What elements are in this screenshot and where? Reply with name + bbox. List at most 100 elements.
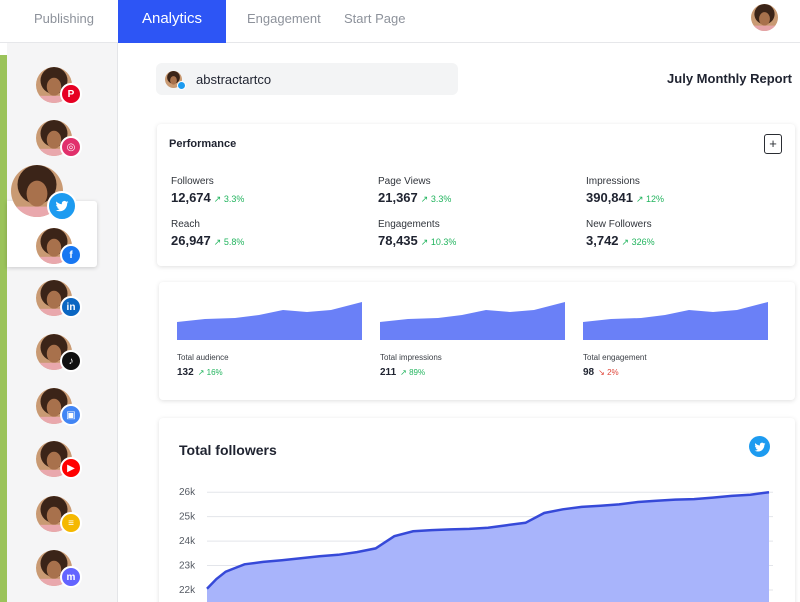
arrow-up-icon: ↗ — [400, 368, 410, 377]
metric-change: ↗ 326% — [622, 237, 655, 247]
mini-area-chart — [177, 302, 362, 340]
linkedin-icon: in — [60, 296, 82, 318]
tiktok-icon: ♪ — [60, 350, 82, 372]
tab-engagement[interactable]: Engagement — [247, 11, 321, 26]
user-avatar[interactable] — [751, 4, 778, 31]
mini-area — [177, 302, 362, 340]
metric-change: ↗ 3.3% — [421, 194, 452, 204]
y-tick-label: 26k — [179, 487, 196, 498]
metric-change: ↗ 12% — [636, 194, 664, 204]
metric-value-row: 390,841 ↗ 12% — [586, 190, 664, 205]
mastodon-icon: m — [60, 566, 82, 588]
performance-title: Performance — [169, 138, 237, 150]
mini-chart-total-engagement: Total engagement 98 ↘ 2% — [583, 282, 773, 400]
arrow-up-icon: ↗ — [420, 194, 431, 204]
metric-value-row: 12,674 ↗ 3.3% — [171, 190, 244, 205]
metric-reach: Reach 26,947 ↗ 5.8% — [171, 219, 244, 248]
metric-change-value: 12% — [646, 194, 665, 204]
pinterest-icon: P — [60, 83, 82, 105]
account-avatar — [11, 165, 63, 217]
metric-page-views: Page Views 21,367 ↗ 3.3% — [378, 176, 451, 205]
mini-area-chart — [583, 302, 768, 340]
top-nav: Publishing Analytics Engagement Start Pa… — [0, 0, 800, 43]
arrow-up-icon: ↗ — [636, 194, 647, 204]
metric-change-value: 5.8% — [223, 237, 245, 247]
arrow-up-icon: ↗ — [213, 237, 224, 247]
metric-value: 390,841 — [586, 190, 633, 205]
metric-label: Page Views — [378, 176, 431, 187]
tab-start-page[interactable]: Start Page — [344, 11, 406, 26]
mini-chart-value-row: 211 ↗ 89% — [380, 367, 425, 378]
total-followers-card: Total followers 26k 25k 24k 23k 22k — [159, 418, 795, 602]
instagram-icon: ◎ — [60, 136, 82, 158]
account-avatar — [36, 120, 72, 156]
total-followers-chart: 26k 25k 24k 23k 22k — [179, 487, 773, 602]
green-strip — [0, 55, 7, 602]
mini-chart-change: ↘ 2% — [598, 368, 619, 377]
tab-analytics[interactable]: Analytics — [118, 0, 226, 43]
y-tick-label: 24k — [179, 536, 196, 547]
metric-change: ↗ 3.3% — [214, 194, 245, 204]
summary-charts-card: Total audience 132 ↗ 16% Total impressions 2… — [159, 282, 795, 400]
y-tick-label: 23k — [179, 561, 196, 572]
arrow-down-icon: ↘ — [598, 368, 608, 377]
followers-area — [207, 492, 769, 602]
metric-value: 3,742 — [586, 233, 619, 248]
mini-chart-label: Total impressions — [380, 353, 442, 362]
twitter-icon — [177, 81, 186, 90]
metric-value: 12,674 — [171, 190, 211, 205]
facebook-icon: f — [60, 244, 82, 266]
tab-publishing[interactable]: Publishing — [34, 11, 94, 26]
account-name: abstractartco — [196, 72, 272, 87]
metric-label: Followers — [171, 176, 214, 187]
metric-impressions: Impressions 390,841 ↗ 12% — [586, 176, 664, 205]
mini-area — [583, 302, 768, 340]
google-business-icon: ▣ — [60, 404, 82, 426]
metric-value: 21,367 — [378, 190, 418, 205]
metric-value: 78,435 — [378, 233, 418, 248]
mini-chart-change-value: 89% — [409, 368, 426, 377]
y-tick-label: 22k — [179, 585, 196, 596]
metric-value-row: 3,742 ↗ 326% — [586, 233, 655, 248]
youtube-icon: ▶ — [60, 457, 82, 479]
mini-chart-change: ↗ 16% — [198, 368, 223, 377]
mini-chart-change-value: 2% — [607, 368, 619, 377]
mini-chart-label: Total engagement — [583, 353, 647, 362]
metric-value-row: 78,435 ↗ 10.3% — [378, 233, 456, 248]
metric-value: 26,947 — [171, 233, 211, 248]
metric-engagements: Engagements 78,435 ↗ 10.3% — [378, 219, 456, 248]
metric-followers: Followers 12,674 ↗ 3.3% — [171, 176, 244, 205]
mini-chart-total-audience: Total audience 132 ↗ 16% — [177, 282, 367, 400]
arrow-up-icon: ↗ — [621, 237, 632, 247]
metric-change: ↗ 10.3% — [421, 237, 457, 247]
mini-chart-change: ↗ 89% — [400, 368, 425, 377]
mini-chart-value: 211 — [380, 367, 397, 378]
performance-card: Performance + Followers 12,674 ↗ 3.3% Page … — [157, 124, 795, 266]
mini-chart-value: 98 — [583, 367, 595, 378]
metric-new-followers: New Followers 3,742 ↗ 326% — [586, 219, 655, 248]
twitter-icon — [749, 436, 770, 457]
y-tick-label: 25k — [179, 512, 196, 523]
mini-chart-change-value: 16% — [206, 368, 223, 377]
metric-change-value: 10.3% — [430, 237, 457, 247]
metric-label: Impressions — [586, 176, 640, 187]
mini-chart-value: 132 — [177, 367, 194, 378]
total-followers-title: Total followers — [179, 442, 277, 458]
arrow-up-icon: ↗ — [420, 237, 431, 247]
twitter-icon — [47, 191, 77, 221]
metric-value-row: 26,947 ↗ 5.8% — [171, 233, 244, 248]
start-page-icon: ≡ — [60, 512, 82, 534]
mini-chart-total-impressions: Total impressions 211 ↗ 89% — [380, 282, 570, 400]
report-title: July Monthly Report — [667, 71, 792, 86]
metric-change: ↗ 5.8% — [214, 237, 245, 247]
metric-change-value: 326% — [631, 237, 655, 247]
mini-area — [380, 302, 565, 340]
add-metric-button[interactable]: + — [764, 134, 782, 154]
arrow-up-icon: ↗ — [197, 368, 207, 377]
metric-value-row: 21,367 ↗ 3.3% — [378, 190, 451, 205]
metric-change-value: 3.3% — [430, 194, 452, 204]
account-selector[interactable]: abstractartco — [156, 63, 458, 95]
metric-change-value: 3.3% — [223, 194, 245, 204]
arrow-up-icon: ↗ — [213, 194, 224, 204]
followers-line — [206, 490, 770, 590]
